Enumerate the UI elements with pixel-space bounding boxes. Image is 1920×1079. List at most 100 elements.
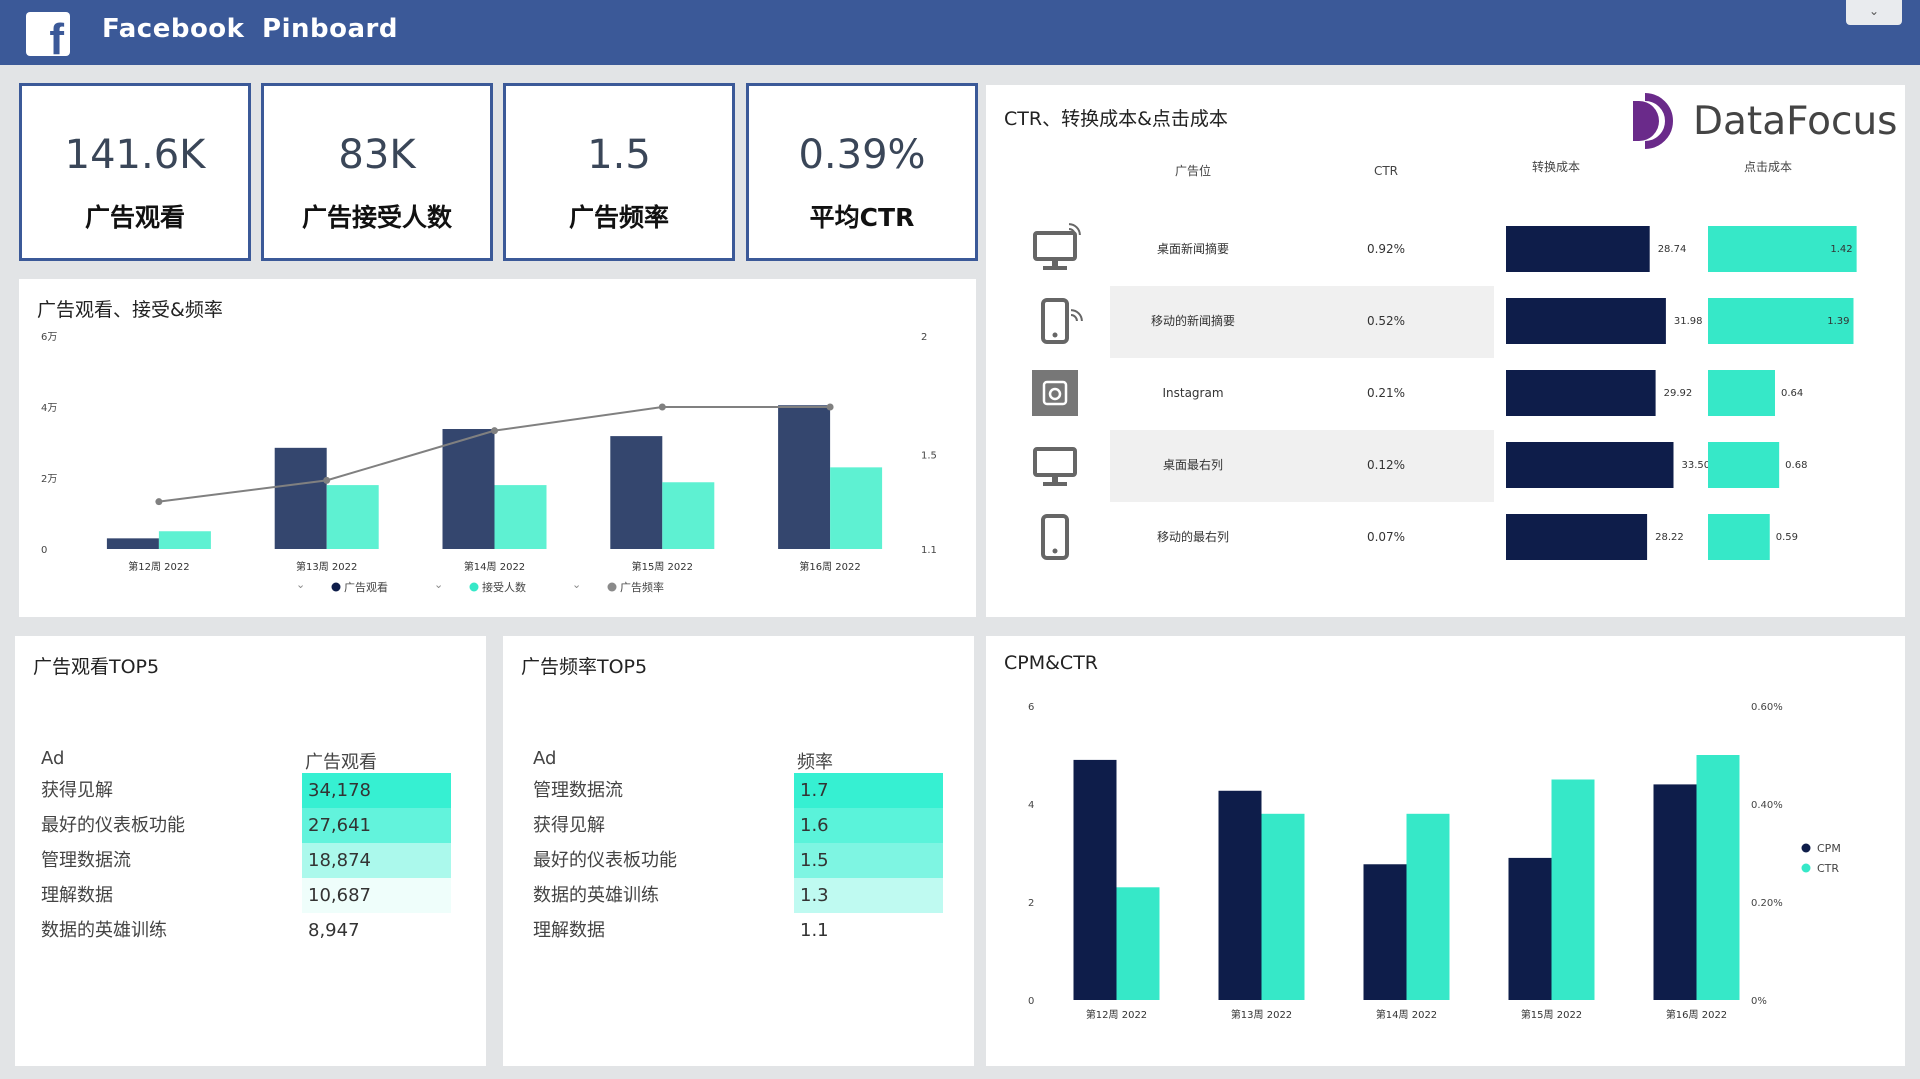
monitor-base xyxy=(1043,482,1067,486)
bar-reach xyxy=(830,467,883,549)
conversion-cost-label: 28.22 xyxy=(1655,532,1684,543)
bar-cpm xyxy=(1363,864,1407,1000)
kpi-card-frequency: 1.5 广告频率 xyxy=(503,83,735,261)
ctr-cost-panel: CTR、转换成本&点击成本 DataFocus 广告位 CTR 转换成本 点击成本 桌面… xyxy=(986,85,1905,617)
bar-reach xyxy=(662,482,715,549)
kpi-label: 广告接受人数 xyxy=(301,203,452,232)
column-header-views: 广告观看 xyxy=(305,752,377,773)
ctr-value: 0.21% xyxy=(1367,386,1405,400)
x-tick-label: 第16周 2022 xyxy=(799,560,860,573)
bar-click-cost xyxy=(1708,226,1857,272)
instagram-frame xyxy=(1042,380,1068,406)
views-reach-frequency-panel: 广告观看、接受&频率 6万 4万 2万 0 2 1.5 1.1 第12周 2022 第13周 2… xyxy=(19,279,976,617)
panel-title: CPM&CTR xyxy=(1004,652,1099,674)
signal-wave xyxy=(1070,309,1083,322)
x-tick-label: 第15周 2022 xyxy=(1521,1008,1582,1021)
legend-dot xyxy=(1801,843,1811,853)
y-right-tick-label: 0.60% xyxy=(1751,702,1783,713)
bar-conversion-cost xyxy=(1506,370,1656,416)
x-tick-label: 第12周 2022 xyxy=(128,560,189,573)
y-left-tick-label: 2 xyxy=(1028,898,1034,909)
legend-chevron-icon: ⌄ xyxy=(296,578,305,591)
x-tick-label: 第16周 2022 xyxy=(1666,1008,1727,1021)
legend-dot xyxy=(1801,863,1811,873)
line-point-frequency xyxy=(155,498,163,506)
legend-label: CTR xyxy=(1817,862,1839,875)
legend-chevron-icon: ⌄ xyxy=(572,578,581,591)
bar-reach xyxy=(326,485,379,549)
y-left-tick-label: 0 xyxy=(41,545,47,556)
bar-conversion-cost xyxy=(1506,226,1650,272)
top5-ad-name: 最好的仪表板功能 xyxy=(41,815,185,836)
y-left-tick-label: 6万 xyxy=(41,332,57,343)
phone-button xyxy=(1052,548,1058,554)
top5-ad-name: 管理数据流 xyxy=(533,780,623,801)
column-header: 广告位 xyxy=(1175,163,1211,178)
ctr-value: 0.07% xyxy=(1367,530,1405,544)
instagram-tile xyxy=(1032,370,1078,416)
bar-ad-views xyxy=(778,405,831,549)
top5-ad-name: 获得见解 xyxy=(41,780,113,801)
click-cost-label: 0.59 xyxy=(1776,532,1798,543)
x-tick-label: 第14周 2022 xyxy=(1376,1008,1437,1021)
header-dropdown-button[interactable]: ⌄ xyxy=(1846,0,1902,25)
bar-ctr xyxy=(1551,779,1595,1000)
kpi-label: 广告频率 xyxy=(568,203,669,232)
legend-label: 接受人数 xyxy=(482,581,526,594)
panel-title: 广告观看TOP5 xyxy=(33,656,160,678)
placement-label: 桌面新闻摘要 xyxy=(1157,241,1229,256)
line-point-frequency xyxy=(826,403,834,411)
monitor-screen xyxy=(1033,231,1077,261)
top5-value-cell: 34,178 xyxy=(302,773,451,808)
conversion-cost-label: 31.98 xyxy=(1674,316,1703,327)
monitor-neck xyxy=(1052,475,1058,482)
top5-value-cell: 8,947 xyxy=(308,920,360,941)
top5-value-cell: 1.5 xyxy=(794,843,943,878)
desktop-icon xyxy=(1033,447,1077,486)
bar-click-cost xyxy=(1708,442,1780,488)
phone-body xyxy=(1041,514,1069,560)
conversion-cost-label: 28.74 xyxy=(1658,244,1687,255)
legend-label: 广告观看 xyxy=(344,580,388,594)
top5-value-cell: 1.3 xyxy=(794,878,943,913)
cpm-ctr-chart: 6 4 2 0 0.60% 0.40% 0.20% 0% 第12周 2022 第13周 2022 第… xyxy=(1028,702,1841,1021)
bar-conversion-cost xyxy=(1506,298,1666,344)
ctr-value: 0.52% xyxy=(1367,314,1405,328)
top5-ad-name: 最好的仪表板功能 xyxy=(533,850,677,871)
y-right-tick-label: 1.1 xyxy=(921,545,937,556)
column-header-ad: Ad xyxy=(41,748,65,769)
views-chart: 6万 4万 2万 0 2 1.5 1.1 第12周 2022 第13周 2022 第14周 202… xyxy=(41,332,937,594)
line-point-frequency xyxy=(658,403,666,411)
instagram-lens xyxy=(1048,387,1062,401)
top5-frequency-panel: 广告频率TOP5 Ad 频率 管理数据流 1.7 获得见解 1.6 最好的仪表板功能 1.… xyxy=(503,636,974,1066)
kpi-value: 83K xyxy=(338,132,416,178)
phone-body xyxy=(1041,298,1069,344)
conversion-cost-label: 33.50 xyxy=(1682,460,1711,471)
desktop-broadcast-icon xyxy=(1033,223,1081,270)
bar-ad-views xyxy=(610,436,663,549)
click-cost-label: 1.42 xyxy=(1830,244,1852,255)
bar-conversion-cost xyxy=(1506,514,1648,560)
top5-ad-name: 管理数据流 xyxy=(41,850,131,871)
datafocus-logo: DataFocus xyxy=(1623,91,1903,151)
placement-label: Instagram xyxy=(1162,386,1223,400)
x-tick-label: 第13周 2022 xyxy=(1231,1008,1292,1021)
conversion-cost-label: 29.92 xyxy=(1664,388,1693,399)
top5-value-cell: 1.1 xyxy=(800,920,829,941)
placement-label: 桌面最右列 xyxy=(1163,457,1223,472)
top5-value-cell: 18,874 xyxy=(302,843,451,878)
kpi-label: 广告观看 xyxy=(84,203,185,232)
bar-ctr xyxy=(1696,755,1740,1000)
placement-label: 移动的新闻摘要 xyxy=(1151,313,1235,328)
column-header-ad: Ad xyxy=(533,748,557,769)
bar-ctr xyxy=(1261,813,1305,1000)
top5-value-cell: 1.7 xyxy=(794,773,943,808)
phone-button xyxy=(1052,332,1058,338)
monitor-screen xyxy=(1033,447,1077,477)
legend-dot xyxy=(607,582,617,592)
bar-reach xyxy=(494,485,547,549)
line-point-frequency xyxy=(323,476,331,484)
panel-title: 广告频率TOP5 xyxy=(521,656,648,678)
bar-ad-views xyxy=(442,429,495,549)
click-cost-label: 0.68 xyxy=(1785,460,1807,471)
